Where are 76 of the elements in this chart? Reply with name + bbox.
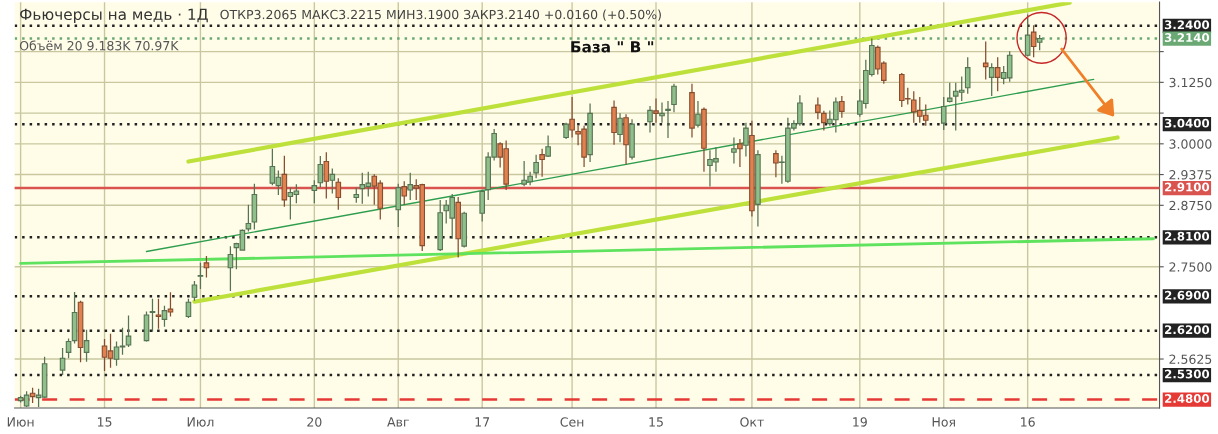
candlestick xyxy=(671,83,677,113)
candlestick xyxy=(821,110,827,132)
ref-line-label: 2.8100 xyxy=(1165,231,1210,241)
ref-line-label: 2.5300 xyxy=(1165,369,1210,379)
chart-title: Фьючерсы на медь · 1Д xyxy=(20,8,208,24)
candlestick xyxy=(665,100,671,139)
candlestick xyxy=(659,101,665,124)
text: ОТКР3.2065 МАКС3.2215 МИН3.1900 ЗАКР3.2140 +0.0160 (+0.50%) xyxy=(220,9,661,21)
candlestick xyxy=(569,96,575,139)
candlestick xyxy=(155,298,162,330)
y-tick-label: 2.5625 xyxy=(1169,354,1212,364)
candlestick xyxy=(695,100,701,129)
candlestick xyxy=(161,305,168,328)
candlestick xyxy=(940,96,947,131)
candlestick xyxy=(401,180,408,206)
x-tick-label: 15 xyxy=(649,417,663,427)
candlestick xyxy=(988,62,995,97)
x-tick-label: Сен xyxy=(560,417,584,427)
candlestick xyxy=(149,298,156,333)
candlestick xyxy=(335,177,342,211)
candlestick xyxy=(743,122,749,158)
candlestick xyxy=(653,97,659,124)
y-tick-label: 3.1250 xyxy=(1169,77,1212,88)
candlestick xyxy=(982,40,989,81)
candlestick xyxy=(946,82,953,104)
candlestick xyxy=(59,347,66,376)
ref-line-label: 2.6200 xyxy=(1165,325,1210,335)
ref-line-label: 2.4800 xyxy=(1165,394,1210,404)
candlestick xyxy=(773,149,779,178)
candlestick xyxy=(167,291,174,318)
candlestick xyxy=(647,105,653,134)
candlestick xyxy=(83,329,90,363)
candlestick xyxy=(65,337,72,359)
annotation: База " В " xyxy=(571,41,654,53)
x-tick-label: 15 xyxy=(97,417,112,427)
candlestick xyxy=(323,151,330,200)
x-tick-label: Окт xyxy=(740,417,764,427)
candlestick xyxy=(1024,13,1031,57)
x-tick-label: 16 xyxy=(1021,417,1035,427)
x-tick-label: 17 xyxy=(475,417,490,427)
candlestick xyxy=(994,56,1001,92)
candlestick xyxy=(311,179,318,204)
x-tick-label: Ноя xyxy=(932,417,955,427)
x-tick-label: 20 xyxy=(307,417,322,427)
x-tick-label: Июл xyxy=(187,417,214,427)
ref-line-label: 3.0400 xyxy=(1164,118,1210,128)
candlestick xyxy=(617,112,623,143)
candlestick xyxy=(197,262,204,290)
ref-line-label: 3.2140 xyxy=(1164,33,1210,42)
candlestick xyxy=(395,183,402,228)
candlestick xyxy=(317,155,324,189)
candlestick xyxy=(191,280,198,302)
candlestick xyxy=(533,154,539,179)
candlestick xyxy=(815,96,821,120)
candlestick xyxy=(479,189,485,223)
ref-line-label: 2.9100 xyxy=(1165,182,1210,192)
candlestick xyxy=(329,167,336,195)
y-tick-label: 3.0000 xyxy=(1169,139,1212,149)
candlestick xyxy=(1030,24,1037,58)
y-tick-label: 2.8750 xyxy=(1169,200,1212,211)
candlestick xyxy=(731,136,737,165)
candlestick xyxy=(245,204,252,233)
candlestick xyxy=(839,95,845,119)
candlestick xyxy=(203,255,210,279)
candlestick xyxy=(539,148,545,178)
ref-line-label: 3.2400 xyxy=(1164,20,1210,30)
x-tick-label: 19 xyxy=(853,417,867,427)
y-tick-label: 2.9375 xyxy=(1169,170,1212,180)
x-tick-label: Авг xyxy=(387,417,409,427)
annotation: Объём 20 9.183K 70.97K xyxy=(19,40,179,51)
ref-line-label: 2.6900 xyxy=(1165,290,1210,300)
y-tick-label: 2.7500 xyxy=(1169,262,1212,272)
candlestick xyxy=(737,138,743,168)
candlestick xyxy=(964,56,971,95)
candlestick xyxy=(407,172,414,201)
x-tick-label: Июн xyxy=(7,417,34,427)
